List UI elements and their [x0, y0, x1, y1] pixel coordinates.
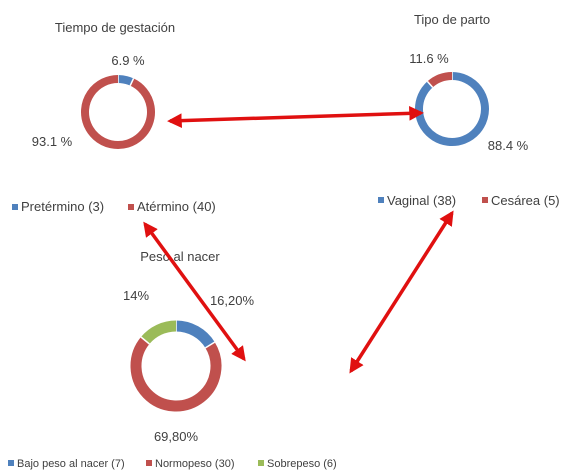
delivery-donut: [415, 72, 489, 146]
delivery-label-cesarean: 11.6 %: [409, 51, 449, 66]
arrow-delivery-weight: [349, 210, 454, 374]
birthweight-legend: Bajo peso al nacer (7) Normopeso (30) So…: [8, 458, 337, 470]
delivery-donut-chart: Tipo de parto 11.6 % 88.4 % Vaginal (38)…: [378, 12, 560, 208]
donut-slice-normal-weight: [130, 337, 222, 412]
donut-slice-vaginal: [415, 72, 489, 146]
connector-arrows: [143, 106, 454, 374]
legend-label-normal-weight: Normopeso (30): [155, 458, 234, 470]
legend-swatch-overweight: [258, 460, 264, 466]
legend-swatch-normal-weight: [146, 460, 152, 466]
delivery-chart-title: Tipo de parto: [414, 12, 490, 27]
legend-swatch-low-weight: [8, 460, 14, 466]
legend-label-overweight: Sobrepeso (6): [267, 458, 337, 470]
delivery-legend: Vaginal (38) Cesárea (5): [378, 193, 560, 208]
arrow-gestation-delivery: [167, 106, 424, 128]
donut-separator: [426, 80, 434, 88]
gestation-label-preterm: 6.9 %: [111, 53, 145, 68]
legend-label-term: Atérmino (40): [137, 199, 216, 214]
gestation-label-term: 93.1 %: [32, 134, 73, 149]
legend-swatch-cesarean: [482, 197, 488, 203]
gestation-donut-chart: Tiempo de gestación 6.9 % 93.1 % Pretérm…: [12, 20, 216, 214]
legend-label-low-weight: Bajo peso al nacer (7): [17, 458, 125, 470]
legend-label-cesarean: Cesárea (5): [491, 193, 560, 208]
gestation-chart-title: Tiempo de gestación: [55, 20, 175, 35]
legend-swatch-term: [128, 204, 134, 210]
donut-slice-preterm: [117, 75, 134, 86]
birthweight-label-normal: 69,80%: [154, 429, 199, 444]
legend-swatch-preterm: [12, 204, 18, 210]
legend-label-vaginal: Vaginal (38): [387, 193, 456, 208]
donut-slice-term: [81, 75, 155, 149]
birthweight-label-overweight: 14%: [123, 288, 149, 303]
birthweight-donut-chart: Peso al nacer 14% 16,20% 69,80% Bajo pes…: [8, 249, 337, 470]
birthweight-label-low: 16,20%: [210, 293, 255, 308]
birthweight-donut: [130, 320, 222, 412]
donut-slice-low-weight: [175, 320, 215, 349]
legend-label-preterm: Pretérmino (3): [21, 199, 104, 214]
donut-separator: [129, 78, 135, 86]
legend-swatch-vaginal: [378, 197, 384, 203]
arrow-gestation-weight: [143, 221, 246, 362]
gestation-legend: Pretérmino (3) Atérmino (40): [12, 199, 216, 214]
donut-slice-overweight: [140, 320, 177, 345]
delivery-label-vaginal: 88.4 %: [488, 138, 529, 153]
birthweight-chart-title: Peso al nacer: [140, 249, 220, 264]
donut-slice-cesarean: [427, 72, 453, 88]
gestation-donut: [81, 75, 155, 149]
